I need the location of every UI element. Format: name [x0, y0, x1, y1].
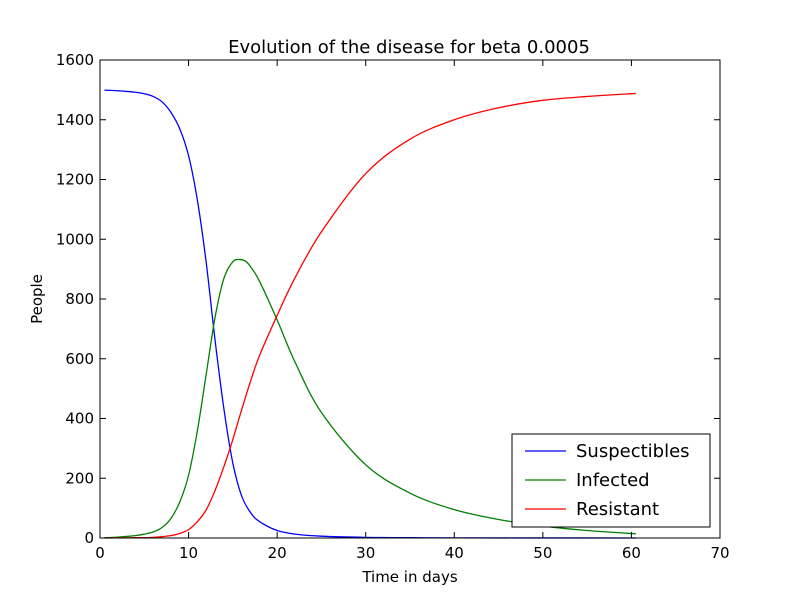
- y-tick-label: 1600: [56, 51, 94, 69]
- legend-label-resistant: Resistant: [576, 499, 659, 520]
- x-tick-label: 10: [179, 544, 198, 562]
- y-axis-label: People: [28, 274, 46, 324]
- x-tick-label: 60: [622, 544, 641, 562]
- legend: Suspectibles Infected Resistant: [511, 433, 711, 528]
- legend-label-infected: Infected: [576, 470, 650, 491]
- series-line-resistant: [104, 92, 636, 539]
- axis-ticks: 0 10 20 30 40 50 60 70 0 200 400 600 800 1000 1200 1400…: [56, 51, 730, 562]
- x-axis-label: Time in days: [361, 568, 458, 586]
- x-tick-label: 70: [710, 544, 729, 562]
- y-tick-label: 1200: [56, 171, 94, 189]
- x-tick-label: 20: [268, 544, 287, 562]
- x-tick-label: 50: [533, 544, 552, 562]
- y-tick-label: 200: [65, 469, 94, 487]
- y-tick-label: 1000: [56, 230, 94, 248]
- y-tick-label: 800: [65, 290, 94, 308]
- y-tick-label: 600: [65, 350, 94, 368]
- chart-title: Evolution of the disease for beta 0.0005: [228, 37, 590, 58]
- y-tick-label: 0: [84, 529, 94, 547]
- legend-label-suspectibles: Suspectibles: [576, 441, 690, 462]
- x-tick-label: 30: [356, 544, 375, 562]
- x-tick-label: 0: [95, 544, 105, 562]
- y-tick-label: 1400: [56, 111, 94, 129]
- x-tick-label: 40: [445, 544, 464, 562]
- series-line-infected: [104, 258, 636, 539]
- plot-frame: [99, 59, 721, 539]
- y-tick-label: 400: [65, 410, 94, 428]
